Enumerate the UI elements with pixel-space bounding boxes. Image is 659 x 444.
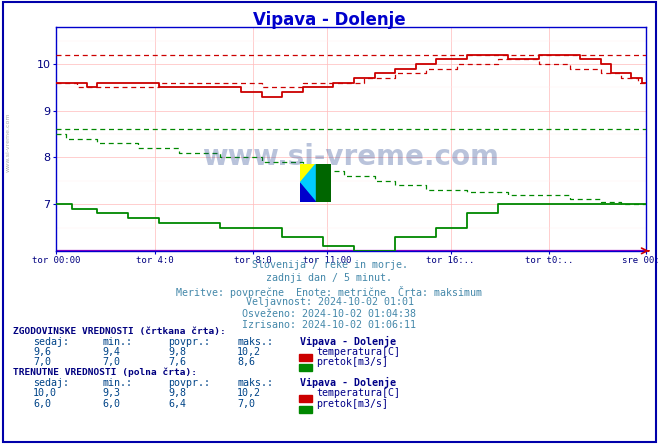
- Polygon shape: [300, 183, 316, 202]
- Text: 8,6: 8,6: [237, 357, 255, 367]
- Text: Vipava - Dolenje: Vipava - Dolenje: [300, 377, 396, 388]
- Text: 7,0: 7,0: [237, 399, 255, 409]
- Text: 9,3: 9,3: [102, 388, 120, 399]
- Text: povpr.:: povpr.:: [168, 378, 210, 388]
- Text: 9,4: 9,4: [102, 347, 120, 357]
- Text: Izrisano: 2024-10-02 01:06:11: Izrisano: 2024-10-02 01:06:11: [243, 320, 416, 330]
- Text: 6,0: 6,0: [102, 399, 120, 409]
- Text: 10,2: 10,2: [237, 347, 261, 357]
- Text: Slovenija / reke in morje.: Slovenija / reke in morje.: [252, 260, 407, 270]
- Text: 7,0: 7,0: [33, 357, 51, 367]
- Text: temperatura[C]: temperatura[C]: [316, 388, 400, 399]
- Text: 7,0: 7,0: [102, 357, 120, 367]
- Text: min.:: min.:: [102, 337, 132, 347]
- Text: www.si-vreme.com: www.si-vreme.com: [202, 143, 500, 170]
- Text: 10,0: 10,0: [33, 388, 57, 399]
- Text: min.:: min.:: [102, 378, 132, 388]
- Text: www.si-vreme.com: www.si-vreme.com: [5, 112, 11, 172]
- Text: pretok[m3/s]: pretok[m3/s]: [316, 357, 388, 367]
- Text: Osveženo: 2024-10-02 01:04:38: Osveženo: 2024-10-02 01:04:38: [243, 309, 416, 319]
- Polygon shape: [300, 164, 316, 183]
- Text: pretok[m3/s]: pretok[m3/s]: [316, 399, 388, 409]
- Text: sedaj:: sedaj:: [33, 378, 69, 388]
- Text: povpr.:: povpr.:: [168, 337, 210, 347]
- Text: zadnji dan / 5 minut.: zadnji dan / 5 minut.: [266, 273, 393, 283]
- Text: 7,6: 7,6: [168, 357, 186, 367]
- Bar: [316, 164, 331, 202]
- Text: Meritve: povprečne  Enote: metrične  Črta: maksimum: Meritve: povprečne Enote: metrične Črta:…: [177, 286, 482, 298]
- Text: Vipava - Dolenje: Vipava - Dolenje: [253, 11, 406, 29]
- Text: 6,0: 6,0: [33, 399, 51, 409]
- Text: 10,2: 10,2: [237, 388, 261, 399]
- Text: 6,4: 6,4: [168, 399, 186, 409]
- Text: ZGODOVINSKE VREDNOSTI (črtkana črta):: ZGODOVINSKE VREDNOSTI (črtkana črta):: [13, 327, 226, 336]
- Text: temperatura[C]: temperatura[C]: [316, 347, 400, 357]
- Text: sedaj:: sedaj:: [33, 337, 69, 347]
- Text: 9,8: 9,8: [168, 388, 186, 399]
- Text: Vipava - Dolenje: Vipava - Dolenje: [300, 336, 396, 347]
- Text: maks.:: maks.:: [237, 337, 273, 347]
- Text: Veljavnost: 2024-10-02 01:01: Veljavnost: 2024-10-02 01:01: [246, 297, 413, 308]
- Polygon shape: [300, 164, 316, 202]
- Text: TRENUTNE VREDNOSTI (polna črta):: TRENUTNE VREDNOSTI (polna črta):: [13, 368, 197, 377]
- Text: maks.:: maks.:: [237, 378, 273, 388]
- Text: 9,6: 9,6: [33, 347, 51, 357]
- Text: 9,8: 9,8: [168, 347, 186, 357]
